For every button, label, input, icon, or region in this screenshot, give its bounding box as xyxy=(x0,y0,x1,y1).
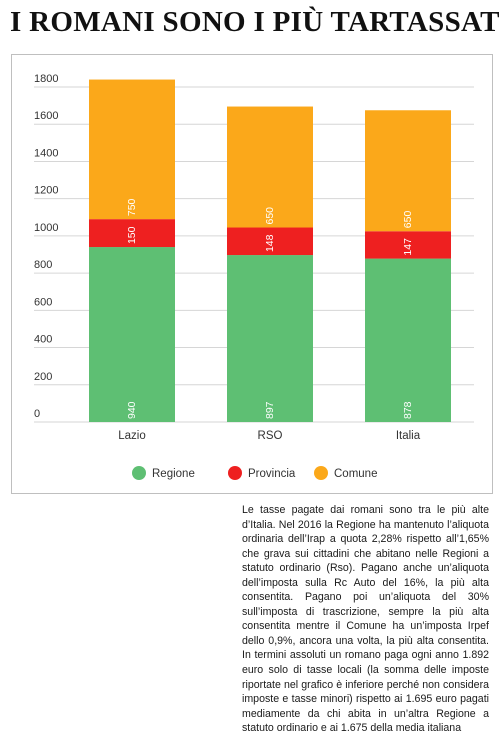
y-tick-label: 600 xyxy=(34,296,52,308)
legend-label: Regione xyxy=(152,468,195,480)
bar-value-label: 148 xyxy=(264,234,276,252)
bar-segment xyxy=(227,227,313,256)
bar-value-label: 147 xyxy=(402,238,414,256)
headline: I ROMANI SONO I PIÙ TARTASSATI xyxy=(10,6,499,38)
bar-value-label: 650 xyxy=(402,211,414,229)
stacked-bar-chart: 0 200 400 600 800 1000 1200 1400 1600 1800 Lazio RS… xyxy=(11,54,493,494)
bar-value-label: 750 xyxy=(126,198,138,216)
legend-marker xyxy=(132,466,146,480)
bar-segment xyxy=(89,247,175,422)
bar-segment xyxy=(227,106,313,228)
bar-segment xyxy=(365,258,451,422)
y-tick-label: 1600 xyxy=(34,110,58,122)
legend-marker xyxy=(314,466,328,480)
legend-marker xyxy=(228,466,242,480)
y-tick-label: 1200 xyxy=(34,185,58,197)
bar-segment xyxy=(227,255,313,422)
y-tick-label: 400 xyxy=(34,334,52,346)
chart-svg: 0 200 400 600 800 1000 1200 1400 1600 1800 Lazio RS… xyxy=(34,73,474,480)
y-tick-label: 1800 xyxy=(34,73,58,85)
y-tick-label: 1000 xyxy=(34,222,58,234)
article-text: Le tasse pagate dai romani sono tra le p… xyxy=(242,504,489,735)
y-tick-label: 1400 xyxy=(34,147,58,159)
bar-segment xyxy=(365,110,451,232)
legend-label: Comune xyxy=(334,468,377,480)
bar-value-label: 878 xyxy=(402,401,414,419)
y-tick-label: 0 xyxy=(34,408,40,420)
x-category-label: RSO xyxy=(258,430,283,442)
bar-segment xyxy=(365,231,451,259)
y-tick-label: 800 xyxy=(34,259,52,271)
bar-value-label: 150 xyxy=(126,226,138,244)
bar-segment xyxy=(89,219,175,248)
legend-label: Provincia xyxy=(248,468,296,480)
x-category-label: Italia xyxy=(396,430,421,442)
x-category-label: Lazio xyxy=(118,430,146,442)
bar-segment xyxy=(89,79,175,220)
y-tick-label: 200 xyxy=(34,371,52,383)
bar-value-label: 650 xyxy=(264,207,276,225)
bar-value-label: 897 xyxy=(264,401,276,419)
bar-value-label: 940 xyxy=(126,401,138,419)
